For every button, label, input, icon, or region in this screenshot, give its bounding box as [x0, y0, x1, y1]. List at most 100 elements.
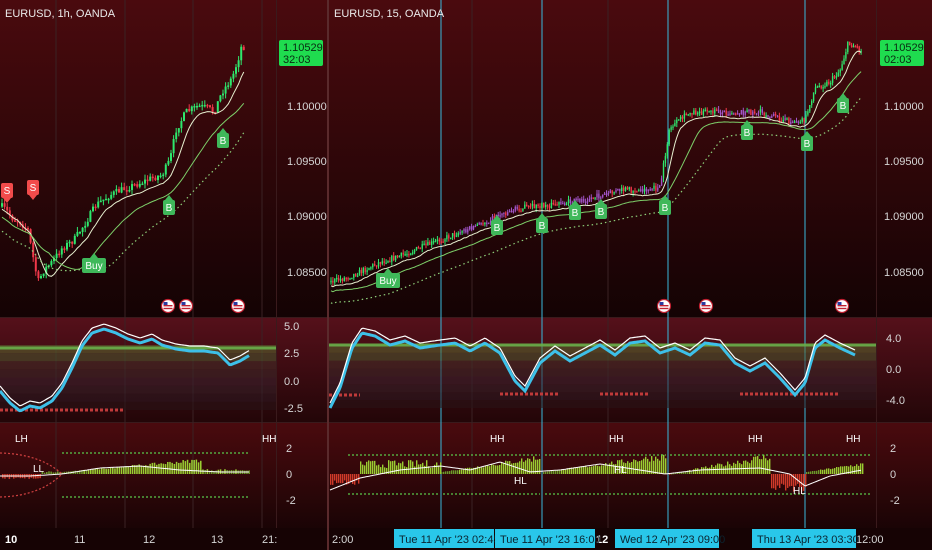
candle	[742, 110, 744, 115]
candle	[412, 252, 414, 254]
hist-bar	[35, 474, 37, 479]
candle	[216, 101, 219, 113]
hist-bar	[169, 461, 171, 474]
hist-bar	[184, 461, 187, 474]
signal-arrow	[538, 213, 546, 218]
hist-bar	[360, 461, 362, 474]
hist-bar	[370, 461, 372, 474]
signal-badge	[741, 125, 753, 140]
candle	[725, 110, 727, 115]
candle	[860, 50, 862, 53]
candle	[94, 206, 97, 209]
candle	[797, 121, 800, 123]
candle	[455, 235, 458, 238]
flag-stripe	[181, 307, 191, 310]
hist-bar	[394, 460, 396, 474]
pivot-label: HH	[490, 434, 504, 445]
date-badge-bg	[495, 529, 595, 548]
flag-stripe	[701, 307, 711, 310]
hist-bar	[402, 461, 404, 474]
right-fast-ma	[330, 50, 862, 288]
candle	[592, 197, 594, 199]
candle	[188, 108, 191, 112]
hist-bar	[195, 459, 198, 474]
date-badge-text: Thu 13 Apr '23 03:30	[757, 534, 859, 546]
candle	[232, 73, 235, 79]
hist-bar	[651, 456, 653, 474]
candle	[546, 204, 549, 207]
hist-bar	[551, 470, 553, 474]
candle	[14, 220, 16, 222]
candle	[645, 188, 648, 192]
signal-label: B	[572, 208, 579, 219]
candle	[792, 121, 794, 124]
candle	[773, 113, 775, 117]
hist-bar	[503, 462, 505, 474]
hist-bar	[384, 467, 386, 474]
signal-label: Buy	[85, 261, 102, 272]
candle	[417, 247, 420, 249]
right-hist-tick: 0	[890, 469, 896, 481]
candle	[366, 270, 368, 273]
hist-bar	[469, 467, 471, 474]
hist-bar	[573, 467, 575, 474]
candle	[8, 210, 11, 216]
flag-canton	[837, 302, 842, 305]
osc-band	[329, 384, 876, 393]
hist-bar	[597, 465, 599, 474]
candle	[590, 197, 592, 200]
candle	[162, 174, 165, 177]
hist-bar	[527, 458, 529, 474]
candle	[807, 111, 809, 115]
hist-bar	[505, 460, 507, 474]
hist-bar	[653, 460, 655, 474]
candle	[632, 190, 634, 193]
candle	[793, 121, 796, 123]
candle	[729, 113, 731, 116]
pivot-label: LL	[33, 464, 45, 475]
hist-bar	[826, 468, 828, 474]
hist-bar	[171, 462, 173, 474]
hist-bar	[557, 470, 559, 474]
candle	[440, 241, 442, 243]
candle	[771, 116, 773, 118]
buy-signal: B	[536, 213, 548, 233]
signal-arrow	[90, 253, 98, 258]
candle	[157, 175, 159, 181]
candle	[714, 109, 716, 114]
hist-bar	[543, 472, 545, 474]
hist-bar	[107, 468, 110, 474]
hist-bar	[87, 469, 90, 474]
hist-bar	[96, 468, 99, 474]
hist-bar	[479, 467, 481, 474]
hist-bar	[112, 467, 114, 474]
signal-arrow	[597, 199, 605, 204]
hist-bar	[683, 471, 685, 474]
candle	[704, 109, 706, 112]
hist-bar	[763, 454, 765, 474]
hist-bar	[400, 463, 402, 474]
hist-bar	[467, 467, 469, 474]
hist-bar	[613, 464, 615, 474]
hist-bar	[814, 470, 816, 474]
candle	[383, 261, 385, 263]
pivot-label: HH	[609, 434, 623, 445]
candle	[716, 109, 718, 111]
hist-bar	[39, 474, 41, 479]
candle	[826, 81, 828, 86]
signal-label: S	[4, 186, 11, 197]
candle	[583, 199, 585, 202]
candle	[419, 247, 421, 250]
hist-bar	[390, 461, 392, 474]
candle	[562, 202, 564, 205]
candle	[769, 116, 771, 119]
hist-bar	[202, 469, 204, 474]
hist-bar	[178, 462, 180, 474]
buy-signal: B	[801, 131, 813, 151]
hist-bar	[806, 472, 808, 474]
candle	[470, 226, 473, 230]
hist-bar	[816, 470, 818, 474]
candle	[442, 241, 444, 243]
candle	[491, 216, 494, 221]
